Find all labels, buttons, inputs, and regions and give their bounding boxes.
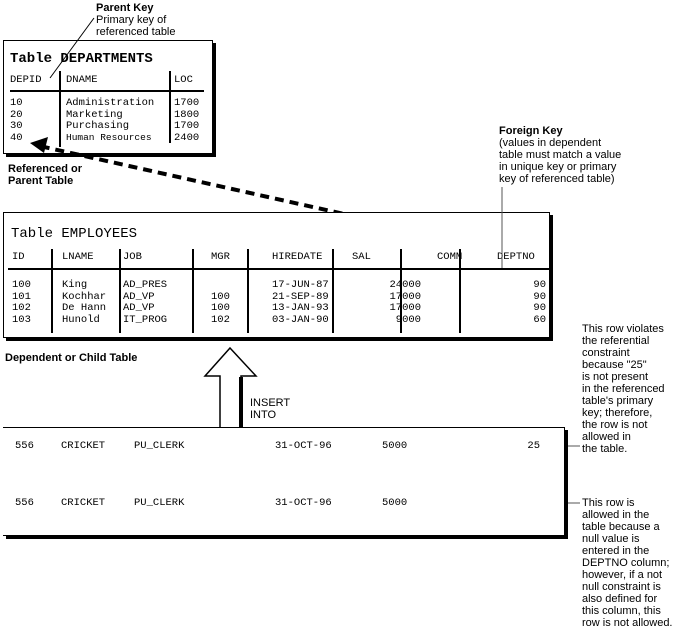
emp-cell: 100 [211,302,230,314]
dept-cell: 10 [10,97,23,109]
dept-cell: 1700 [174,97,200,109]
emp-cell: 13-JAN-93 [272,302,329,314]
insert-cell: PU_CLERK [134,440,185,452]
emp-col-deptno: DEPTNO [497,251,535,263]
column-divider [459,249,461,333]
allowed-note: This row is allowed in the table because… [582,497,673,629]
insert-into-label: INSERT INTO [250,397,291,421]
emp-col-hiredate: HIREDATE [272,251,323,263]
emp-cell: 17000 [389,290,421,303]
foreign-key-text: (values in dependent table must match a … [499,137,622,185]
up-arrow-icon [203,346,258,429]
foreign-key-title: Foreign Key [499,125,563,137]
emp-cell: 90 [533,302,546,314]
emp-cell: 60 [533,313,546,326]
emp-cell: 101 [12,290,31,303]
emp-col-sal: SAL [352,251,371,263]
parent-key-text: Primary key of referenced table [96,14,176,38]
insert-cell: CRICKET [61,497,106,509]
emp-cell: Kochhar [62,290,107,303]
reference-dashed-arrow [43,145,475,245]
departments-table: Table DEPARTMENTS DEPID DNAME LOC 10 Admi… [3,40,213,154]
emp-cell: King [62,279,88,291]
insert-cell: 5000 [382,497,408,509]
dept-cell: Human Resources [66,131,152,143]
emp-cell: AD_VP [123,290,155,303]
emp-cell: 90 [533,290,546,303]
dept-col-dname: DNAME [66,74,98,86]
dept-cell: 1800 [174,108,200,121]
dept-cell: 2400 [174,131,200,144]
emp-cell: De Hann [62,302,107,314]
departments-title: Table DEPARTMENTS [10,51,153,67]
insert-cell: 31-OCT-96 [275,440,332,452]
emp-col-job: JOB [123,251,142,263]
dept-col-depid: DEPID [10,74,42,86]
emp-cell: 17000 [389,302,421,314]
emp-cell: 100 [12,279,31,291]
emp-cell: Hunold [62,313,100,326]
column-divider [192,249,194,333]
dept-cell: Purchasing [66,120,130,132]
employees-table: Table EMPLOYEES ID LNAME JOB MGR HIREDATE SAL… [3,212,552,338]
insert-cell: 5000 [382,440,408,452]
dept-cell: 1700 [174,120,200,132]
insert-cell: 25 [527,440,540,452]
emp-cell: 24000 [389,279,421,291]
column-divider [332,249,334,333]
dept-cell: 20 [10,108,23,121]
column-divider [247,249,249,333]
dept-cell: 40 [10,131,23,144]
dept-cell: 30 [10,120,23,132]
emp-cell: 90 [533,279,546,291]
emp-cell: 100 [211,290,230,303]
employees-title: Table EMPLOYEES [11,226,138,242]
dept-cell: Marketing [66,108,123,121]
insert-cell: 556 [15,440,34,452]
insert-cell: 556 [15,497,34,509]
emp-cell: AD_VP [123,302,155,314]
referenced-table-label: Referenced or Parent Table [8,163,82,187]
emp-cell: 03-JAN-90 [272,313,329,326]
column-divider [51,249,53,333]
emp-cell: 17-JUN-87 [272,279,329,291]
insert-rows-box: 556 CRICKET PU_CLERK 31-OCT-96 5000 25 556 CRIC… [3,427,565,536]
insert-cell: CRICKET [61,440,106,452]
column-divider [400,249,402,333]
reference-arrowhead [30,137,48,153]
parent-key-title: Parent Key [96,2,154,14]
emp-cell: 103 [12,313,31,326]
emp-col-id: ID [12,251,25,263]
emp-cell: 102 [211,313,230,326]
dept-col-loc: LOC [174,74,193,86]
insert-cell: PU_CLERK [134,497,185,509]
emp-cell: 9000 [395,313,421,326]
emp-cell: 21-SEP-89 [272,290,329,303]
column-divider [119,249,121,333]
emp-cell: AD_PRES [123,279,168,291]
emp-cell: 102 [12,302,31,314]
emp-col-mgr: MGR [211,251,230,263]
emp-cell: IT_PROG [123,313,168,326]
dept-cell: Administration [66,97,155,109]
violates-note: This row violates the referential constr… [582,323,665,455]
emp-col-comm: COMM [437,251,463,263]
parent-key-pointer [49,17,95,79]
emp-col-lname: LNAME [62,251,94,263]
insert-cell: 31-OCT-96 [275,497,332,509]
dependent-table-label: Dependent or Child Table [5,352,138,364]
